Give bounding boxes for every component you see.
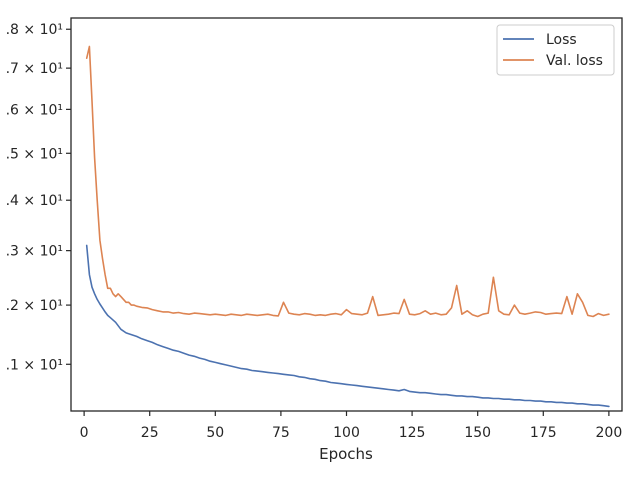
legend-label: Val. loss bbox=[546, 53, 603, 69]
y-tick-label: .1 × 10¹ bbox=[6, 357, 63, 373]
x-tick-label: 200 bbox=[596, 425, 623, 441]
x-tick-label: 75 bbox=[272, 425, 290, 441]
y-tick-label: .8 × 10¹ bbox=[6, 22, 63, 38]
y-tick-label: .3 × 10¹ bbox=[6, 244, 63, 260]
x-tick-label: 100 bbox=[333, 425, 360, 441]
x-tick-label: 175 bbox=[530, 425, 557, 441]
plot-layer bbox=[85, 45, 610, 408]
x-tick-label: 25 bbox=[141, 425, 159, 441]
series-line-loss bbox=[85, 244, 610, 408]
legend-label: Loss bbox=[546, 32, 577, 48]
x-axis-label: Epochs bbox=[319, 445, 373, 463]
legend-box bbox=[496, 24, 615, 76]
series-line-val-loss bbox=[85, 45, 610, 318]
y-tick-label: .7 × 10¹ bbox=[6, 61, 63, 77]
x-tick-label: 0 bbox=[80, 425, 89, 441]
x-tick-label: 150 bbox=[464, 425, 491, 441]
y-tick-label: .5 × 10¹ bbox=[6, 146, 63, 162]
y-tick-label: .2 × 10¹ bbox=[6, 298, 63, 314]
legend: Loss Val. loss bbox=[496, 24, 615, 76]
tick-layer: 0 25 50 75 100 125 150 175 200 .1 × 10¹ .2 × 10¹ .3… bbox=[6, 22, 623, 441]
y-tick-label: .4 × 10¹ bbox=[6, 193, 63, 209]
y-tick-label: .6 × 10¹ bbox=[6, 102, 63, 118]
x-tick-label: 50 bbox=[206, 425, 224, 441]
x-tick-label: 125 bbox=[399, 425, 426, 441]
